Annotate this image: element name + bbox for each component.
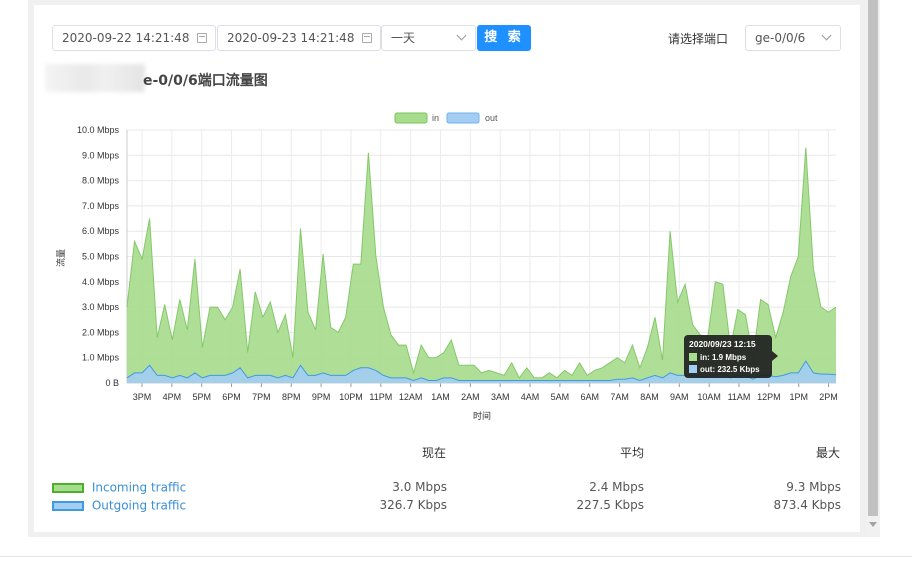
legend-in-label: in xyxy=(432,113,439,123)
redacted-title-prefix xyxy=(45,64,145,92)
x-tick-label: 2AM xyxy=(461,392,480,402)
x-tick-label: 2PM xyxy=(819,392,838,402)
x-tick-label: 4AM xyxy=(521,392,540,402)
tooltip-in-value: in: 1.9 Mbps xyxy=(700,353,747,362)
incoming-traffic-label: Incoming traffic xyxy=(91,480,187,495)
search-button[interactable]: 搜 索 xyxy=(477,25,531,51)
in-series-line xyxy=(126,147,837,379)
port-value: ge-0/0/6 xyxy=(755,31,806,45)
x-tick-label: 6PM xyxy=(222,392,241,402)
x-tick-label: 7PM xyxy=(252,392,271,402)
incoming-traffic-row[interactable]: Incoming traffic xyxy=(52,480,186,495)
scrollbar-thumb[interactable] xyxy=(868,0,878,516)
range-select[interactable]: 一天 xyxy=(381,25,476,51)
outgoing-max: 873.4 Kbps xyxy=(773,498,841,512)
end-date-value: 2020-09-23 14:21:48 xyxy=(227,31,355,45)
y-tick-label: 9.0 Mbps xyxy=(82,150,120,160)
y-tick-label: 10.0 Mbps xyxy=(77,125,120,135)
divider xyxy=(0,556,912,557)
tooltip-box xyxy=(684,335,772,378)
end-date-picker[interactable]: 2020-09-23 14:21:48 xyxy=(217,25,381,51)
calendar-icon xyxy=(197,33,207,43)
y-axis-title: 流量 xyxy=(55,249,67,267)
start-date-value: 2020-09-22 14:21:48 xyxy=(62,31,190,45)
tooltip-pointer xyxy=(772,351,778,361)
vertical-scrollbar[interactable] xyxy=(866,0,880,537)
stats-header-avg: 平均 xyxy=(620,446,645,460)
legend-out-label: out xyxy=(485,113,498,123)
range-value: 一天 xyxy=(391,31,416,45)
x-tick-label: 3AM xyxy=(491,392,510,402)
y-tick-label: 3.0 Mbps xyxy=(82,302,120,312)
x-axis-title: 时间 xyxy=(473,410,491,422)
legend-in-swatch xyxy=(394,112,428,124)
y-tick-label: 0 B xyxy=(105,378,119,388)
in-series-area xyxy=(127,147,836,383)
x-tick-label: 1AM xyxy=(431,392,450,402)
incoming-max: 9.3 Mbps xyxy=(786,480,841,494)
x-tick-label: 12PM xyxy=(757,392,781,402)
x-tick-label: 11PM xyxy=(369,392,392,402)
calendar-icon xyxy=(362,33,372,43)
y-tick-label: 8.0 Mbps xyxy=(82,176,120,186)
x-tick-label: 5AM xyxy=(551,392,570,402)
chart-title: e-0/0/6端口流量图 xyxy=(143,73,268,89)
port-select[interactable]: ge-0/0/6 xyxy=(745,25,841,51)
outgoing-now: 326.7 Kbps xyxy=(379,498,447,512)
stats-header-now: 现在 xyxy=(422,446,447,460)
x-tick-label: 10PM xyxy=(339,392,363,402)
tooltip-in-swatch xyxy=(689,353,697,361)
incoming-swatch xyxy=(52,482,84,493)
port-label: 请选择端口 xyxy=(668,32,729,46)
y-tick-label: 6.0 Mbps xyxy=(82,226,120,236)
outgoing-traffic-row[interactable]: Outgoing traffic xyxy=(52,498,186,513)
x-tick-label: 5PM xyxy=(192,392,211,402)
tooltip-out-swatch xyxy=(689,365,697,373)
x-tick-label: 4PM xyxy=(163,392,182,402)
outgoing-swatch xyxy=(52,500,84,511)
x-tick-label: 12AM xyxy=(399,392,423,402)
y-tick-label: 2.0 Mbps xyxy=(82,327,120,337)
x-tick-label: 7AM xyxy=(610,392,629,402)
start-date-picker[interactable]: 2020-09-22 14:21:48 xyxy=(52,25,216,51)
x-tick-label: 8AM xyxy=(640,392,659,402)
y-tick-label: 5.0 Mbps xyxy=(82,252,120,262)
incoming-avg: 2.4 Mbps xyxy=(589,480,644,494)
x-tick-label: 11AM xyxy=(728,392,751,402)
y-tick-label: 1.0 Mbps xyxy=(82,353,120,363)
tooltip-out-value: out: 232.5 Kbps xyxy=(700,365,760,374)
outgoing-traffic-label: Outgoing traffic xyxy=(91,498,187,513)
x-tick-label: 9PM xyxy=(312,392,331,402)
out-series-area xyxy=(127,361,836,383)
x-tick-label: 8PM xyxy=(282,392,301,402)
x-tick-label: 9AM xyxy=(670,392,689,402)
outgoing-avg: 227.5 Kbps xyxy=(576,498,644,512)
incoming-now: 3.0 Mbps xyxy=(392,480,447,494)
x-tick-label: 6AM xyxy=(580,392,599,402)
traffic-chart[interactable]: 0 B 1.0 Mbps 2.0 Mbps 3.0 Mbps 4.0 Mbps 5.0 M… xyxy=(0,0,912,440)
x-tick-label: 1PM xyxy=(789,392,808,402)
scroll-down-arrow-icon[interactable] xyxy=(869,522,877,527)
x-tick-label: 3PM xyxy=(133,392,152,402)
y-tick-label: 4.0 Mbps xyxy=(82,277,120,287)
y-tick-label: 7.0 Mbps xyxy=(82,201,120,211)
legend-out-swatch xyxy=(446,112,480,124)
x-tick-label: 10AM xyxy=(697,392,721,402)
tooltip-time: 2020/09/23 12:15 xyxy=(689,339,756,349)
stats-header-max: 最大 xyxy=(816,446,841,460)
